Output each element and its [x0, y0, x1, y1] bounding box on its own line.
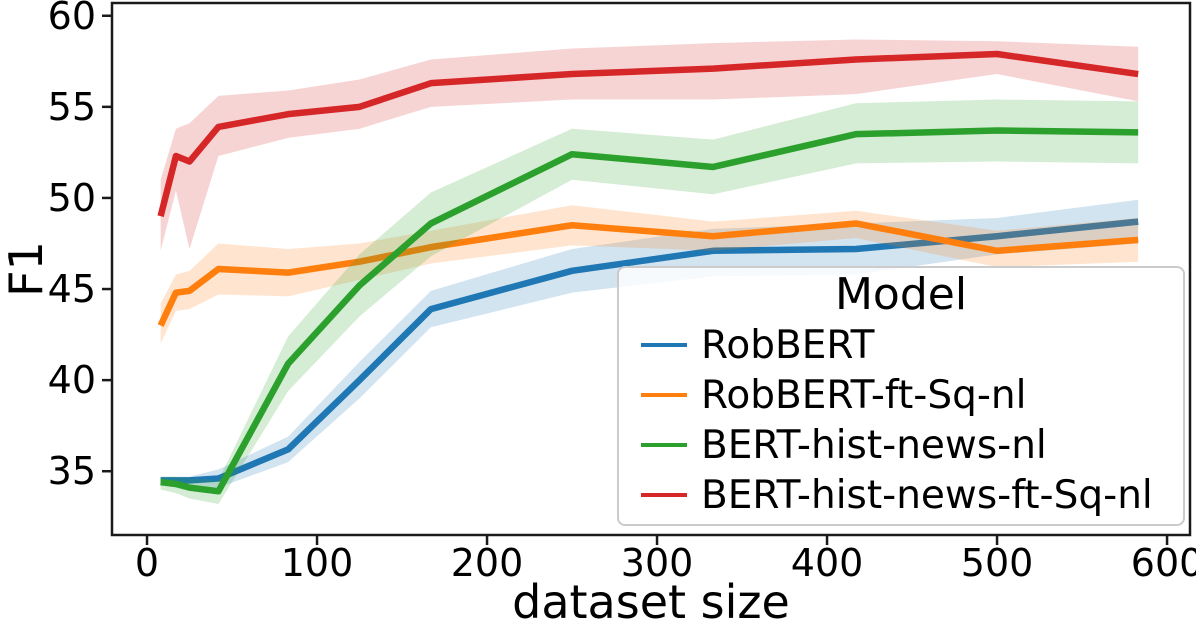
legend-label-robbert: RobBERT [701, 322, 875, 368]
x-axis-label: dataset size [512, 575, 790, 626]
x-tick-label: 600 [1131, 541, 1196, 585]
y-tick-label: 40 [48, 358, 96, 402]
legend-item-robbert-ft-sq-nl: RobBERT-ft-Sq-nl [627, 370, 1175, 420]
legend-swatch-robbert-ft-sq-nl [641, 393, 687, 397]
legend-title: Model [834, 269, 968, 320]
confidence-band-RobBERT-ft-Sq-nl [160, 205, 1139, 344]
y-axis-label: F1 [0, 241, 53, 297]
x-tick-label: 500 [961, 541, 1034, 585]
legend-label-bert-hist-news-nl: BERT-hist-news-nl [701, 422, 1047, 468]
x-tick-label: 400 [791, 541, 864, 585]
legend-item-bert-hist-news-nl: BERT-hist-news-nl [627, 420, 1175, 470]
series-line-BERT-hist-news-nl [160, 127, 1139, 495]
legend-swatch-bert-hist-news-ft-sq-nl [641, 493, 687, 497]
x-tick-label: 300 [621, 541, 694, 585]
plot-border [110, 1, 1192, 537]
legend-swatch-robbert [641, 343, 687, 347]
x-tick-label: 100 [281, 541, 354, 585]
y-tick-label: 55 [48, 85, 96, 129]
y-tick-label: 35 [48, 449, 96, 493]
x-tick-label: 0 [135, 541, 159, 585]
x-tick-label: 200 [451, 541, 524, 585]
legend-item-bert-hist-news-ft-sq-nl: BERT-hist-news-ft-Sq-nl [627, 470, 1175, 520]
legend-label-robbert-ft-sq-nl: RobBERT-ft-Sq-nl [701, 372, 1027, 418]
legend: Model RobBERT RobBERT-ft-Sq-nl BERT-hist… [617, 266, 1185, 526]
legend-item-robbert: RobBERT [627, 320, 1175, 370]
series-line-BERT-hist-news-ft-Sq-nl [157, 50, 1139, 217]
confidence-band-BERT-hist-news-nl [160, 99, 1139, 505]
y-tick-label: 45 [48, 267, 96, 311]
legend-label-bert-hist-news-ft-sq-nl: BERT-hist-news-ft-Sq-nl [701, 472, 1153, 518]
y-tick-label: 50 [48, 176, 96, 220]
y-tick-label: 60 [48, 0, 96, 38]
legend-swatch-bert-hist-news-nl [641, 443, 687, 447]
series-line-RobBERT [160, 218, 1139, 484]
